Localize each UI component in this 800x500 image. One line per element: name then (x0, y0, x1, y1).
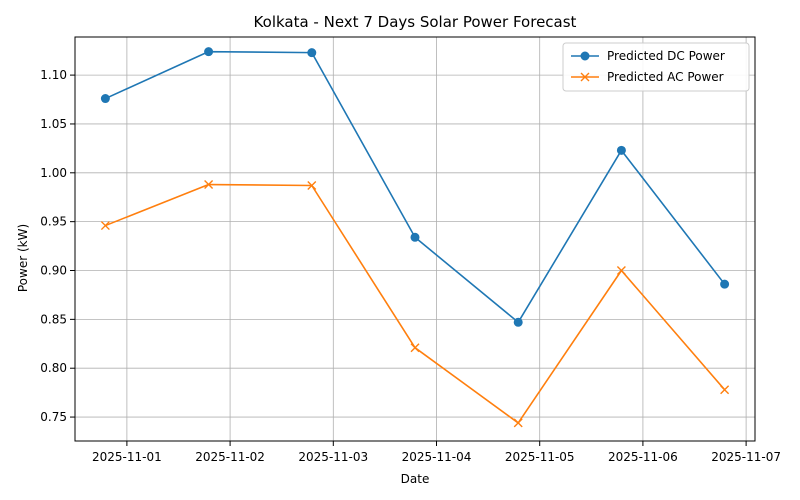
x-tick-label: 2025-11-02 (195, 450, 265, 464)
y-tick-label: 0.90 (40, 264, 67, 278)
x-tick-label: 2025-11-07 (711, 450, 781, 464)
x-axis-label: Date (401, 472, 430, 486)
data-point (513, 418, 523, 428)
x-tick-label: 2025-11-04 (402, 450, 472, 464)
legend-label: Predicted AC Power (607, 70, 724, 84)
data-point (204, 180, 214, 190)
data-point (100, 221, 110, 231)
legend: Predicted DC Power Predicted AC Power (562, 42, 750, 92)
data-point (616, 266, 626, 276)
legend-marker (580, 51, 590, 61)
grid-lines (75, 37, 755, 441)
data-point (307, 181, 317, 191)
x-tick-label: 2025-11-05 (505, 450, 575, 464)
legend-item: Predicted AC Power (571, 70, 724, 84)
y-tick-label: 1.00 (40, 166, 67, 180)
data-point (204, 47, 214, 57)
x-tick-label: 2025-11-03 (298, 450, 368, 464)
y-axis-label: Power (kW) (16, 224, 30, 292)
plot-area-frame (74, 36, 756, 442)
y-tick-label: 1.10 (40, 68, 67, 82)
y-tick-label: 0.75 (40, 410, 67, 424)
chart-title: Kolkata - Next 7 Days Solar Power Foreca… (254, 13, 577, 31)
data-point (307, 48, 317, 58)
y-tick-label: 0.95 (40, 215, 67, 229)
legend-item: Predicted DC Power (571, 49, 725, 63)
series-ac-power (100, 180, 730, 428)
x-tick-label: 2025-11-06 (608, 450, 678, 464)
y-tick-label: 1.05 (40, 117, 67, 131)
y-tick-label: 0.85 (40, 312, 67, 326)
data-point (720, 279, 730, 289)
data-point (513, 317, 523, 327)
data-point (100, 94, 110, 104)
data-point (410, 232, 420, 242)
data-point (720, 385, 730, 395)
x-tick-label: 2025-11-01 (92, 450, 162, 464)
series-layer (100, 47, 730, 428)
series-dc-power (100, 47, 730, 327)
axes: 0.75 0.80 0.85 0.90 0.95 1.00 1.05 1.10 2025-11-… (40, 68, 781, 464)
legend-box (562, 42, 750, 92)
legend-label: Predicted DC Power (607, 49, 725, 63)
data-point (616, 145, 626, 155)
data-point (410, 343, 420, 353)
legend-marker (580, 72, 590, 82)
y-tick-label: 0.80 (40, 361, 67, 375)
